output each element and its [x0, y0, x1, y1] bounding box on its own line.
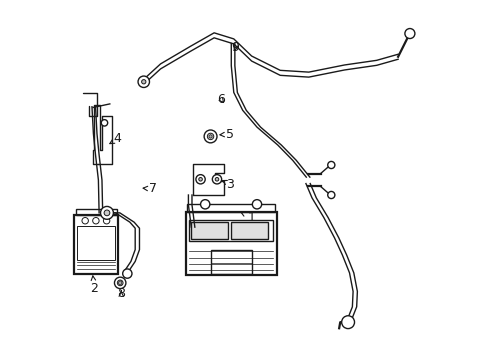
Text: 6: 6 — [217, 93, 225, 106]
Circle shape — [82, 217, 88, 224]
Circle shape — [103, 217, 110, 224]
Text: 1: 1 — [241, 211, 255, 224]
Polygon shape — [119, 281, 122, 285]
Circle shape — [212, 175, 221, 184]
Circle shape — [198, 177, 202, 181]
Bar — [190, 222, 227, 239]
Bar — [74, 215, 118, 274]
Circle shape — [327, 161, 334, 168]
Circle shape — [207, 133, 213, 140]
Bar — [185, 212, 276, 275]
Circle shape — [404, 28, 414, 39]
Circle shape — [142, 80, 145, 84]
Bar — [77, 226, 115, 260]
Bar — [75, 208, 116, 215]
Text: 3: 3 — [222, 178, 234, 191]
Circle shape — [101, 206, 113, 219]
Circle shape — [117, 280, 123, 286]
Text: 9: 9 — [231, 41, 239, 54]
Circle shape — [104, 210, 110, 216]
Bar — [189, 220, 272, 241]
Circle shape — [341, 316, 354, 329]
Text: 4: 4 — [110, 132, 122, 145]
Circle shape — [114, 277, 125, 289]
Text: 8: 8 — [117, 287, 125, 300]
Circle shape — [215, 177, 218, 181]
Text: 5: 5 — [220, 128, 234, 141]
Bar — [187, 204, 274, 212]
Circle shape — [203, 130, 217, 143]
Polygon shape — [208, 135, 212, 138]
Circle shape — [327, 192, 334, 199]
Bar — [210, 250, 251, 274]
Circle shape — [93, 217, 99, 224]
Circle shape — [138, 76, 149, 87]
Text: 7: 7 — [143, 183, 157, 195]
Circle shape — [252, 200, 261, 209]
Circle shape — [200, 200, 209, 209]
Circle shape — [101, 120, 107, 126]
Text: 2: 2 — [90, 276, 98, 296]
Circle shape — [196, 175, 205, 184]
Circle shape — [122, 269, 132, 278]
Bar — [231, 222, 267, 239]
